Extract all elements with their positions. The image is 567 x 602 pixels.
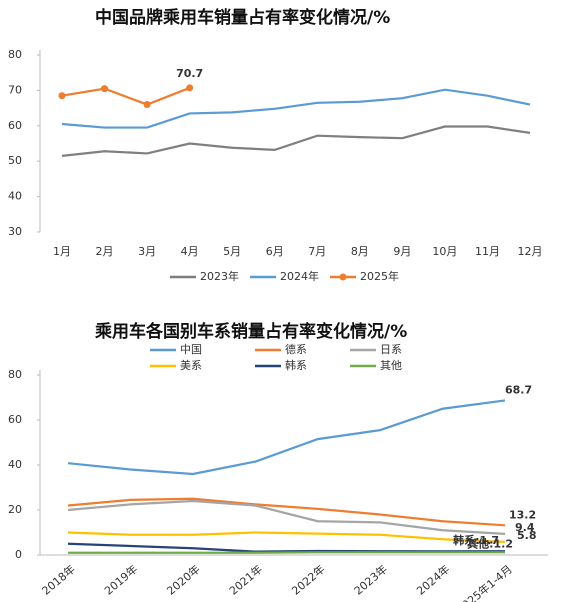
y-tick-label: 50 [8,154,22,167]
chart-title: 中国品牌乘用车销量占有率变化情况/% [95,7,390,28]
value-label: 70.7 [176,67,203,80]
y-tick-label: 70 [8,83,22,96]
legend-label: 2024年 [280,269,319,283]
value-label: 其他:1.2 [467,536,513,550]
x-tick-label: 2020年 [164,562,203,598]
value-label: 9.4 [515,521,535,534]
y-tick-label: 60 [8,119,22,132]
series-line [67,497,506,527]
point [143,101,151,109]
chart-title: 乘用车各国别车系销量占有率变化情况/% [94,321,407,342]
x-tick-label: 5月 [223,245,241,258]
legend-label: 其他 [380,359,402,372]
value-label: 13.2 [509,508,536,521]
point [186,84,194,92]
x-tick-label: 7月 [308,245,326,258]
value-label: 5.8 [517,529,537,542]
y-tick-label: 20 [8,503,22,516]
y-tick-label: 80 [8,48,22,61]
series-line [61,86,191,106]
y-tick-label: 30 [8,225,22,238]
value-label: 68.7 [505,383,532,396]
x-tick-label: 2021年 [226,562,265,598]
x-tick-label: 2023年 [351,562,390,598]
x-tick-label: 1月 [53,245,71,258]
x-tick-label: 4月 [181,245,199,258]
y-tick-label: 60 [8,413,22,426]
y-tick-label: 40 [8,458,22,471]
legend-label: 2023年 [200,269,239,283]
series-line [61,88,531,129]
series-line [67,531,506,544]
series-line [61,125,531,157]
legend-label: 韩系 [285,358,307,372]
x-tick-label: 8月 [351,245,369,258]
x-tick-label: 3月 [138,245,156,258]
x-tick-label: 6月 [266,245,284,258]
x-tick-label: 11月 [475,245,500,258]
series-line [67,499,506,535]
x-tick-label: 2025年1-4月 [454,562,515,602]
legend-marker [339,273,347,281]
y-tick-label: 40 [8,190,22,203]
x-tick-label: 2月 [96,245,114,258]
legend-label: 日系 [380,343,402,356]
point [58,92,66,100]
x-tick-label: 9月 [393,245,411,258]
value-label: 韩系:1.7 [453,533,499,547]
x-tick-label: 10月 [432,245,457,258]
x-tick-label: 12月 [518,245,543,258]
series-line [67,399,506,476]
y-tick-label: 0 [15,548,22,561]
x-tick-label: 2022年 [289,562,328,598]
legend-label: 2025年 [360,269,399,283]
x-tick-label: 2018年 [39,562,78,598]
legend-label: 美系 [180,359,202,372]
series-line [67,542,506,553]
legend-label: 德系 [285,342,307,356]
x-tick-label: 2024年 [414,562,453,598]
y-tick-label: 80 [8,368,22,381]
point [101,85,109,93]
legend-label: 中国 [180,343,202,356]
x-tick-label: 2019年 [101,562,140,598]
